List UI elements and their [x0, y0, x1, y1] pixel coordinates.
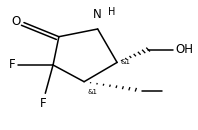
Text: &1: &1 [87, 89, 97, 95]
Text: F: F [40, 97, 47, 110]
Text: OH: OH [175, 43, 193, 56]
Text: F: F [9, 58, 15, 72]
Text: N: N [93, 8, 102, 21]
Text: H: H [108, 7, 116, 17]
Text: &1: &1 [121, 59, 131, 65]
Text: O: O [12, 15, 21, 28]
